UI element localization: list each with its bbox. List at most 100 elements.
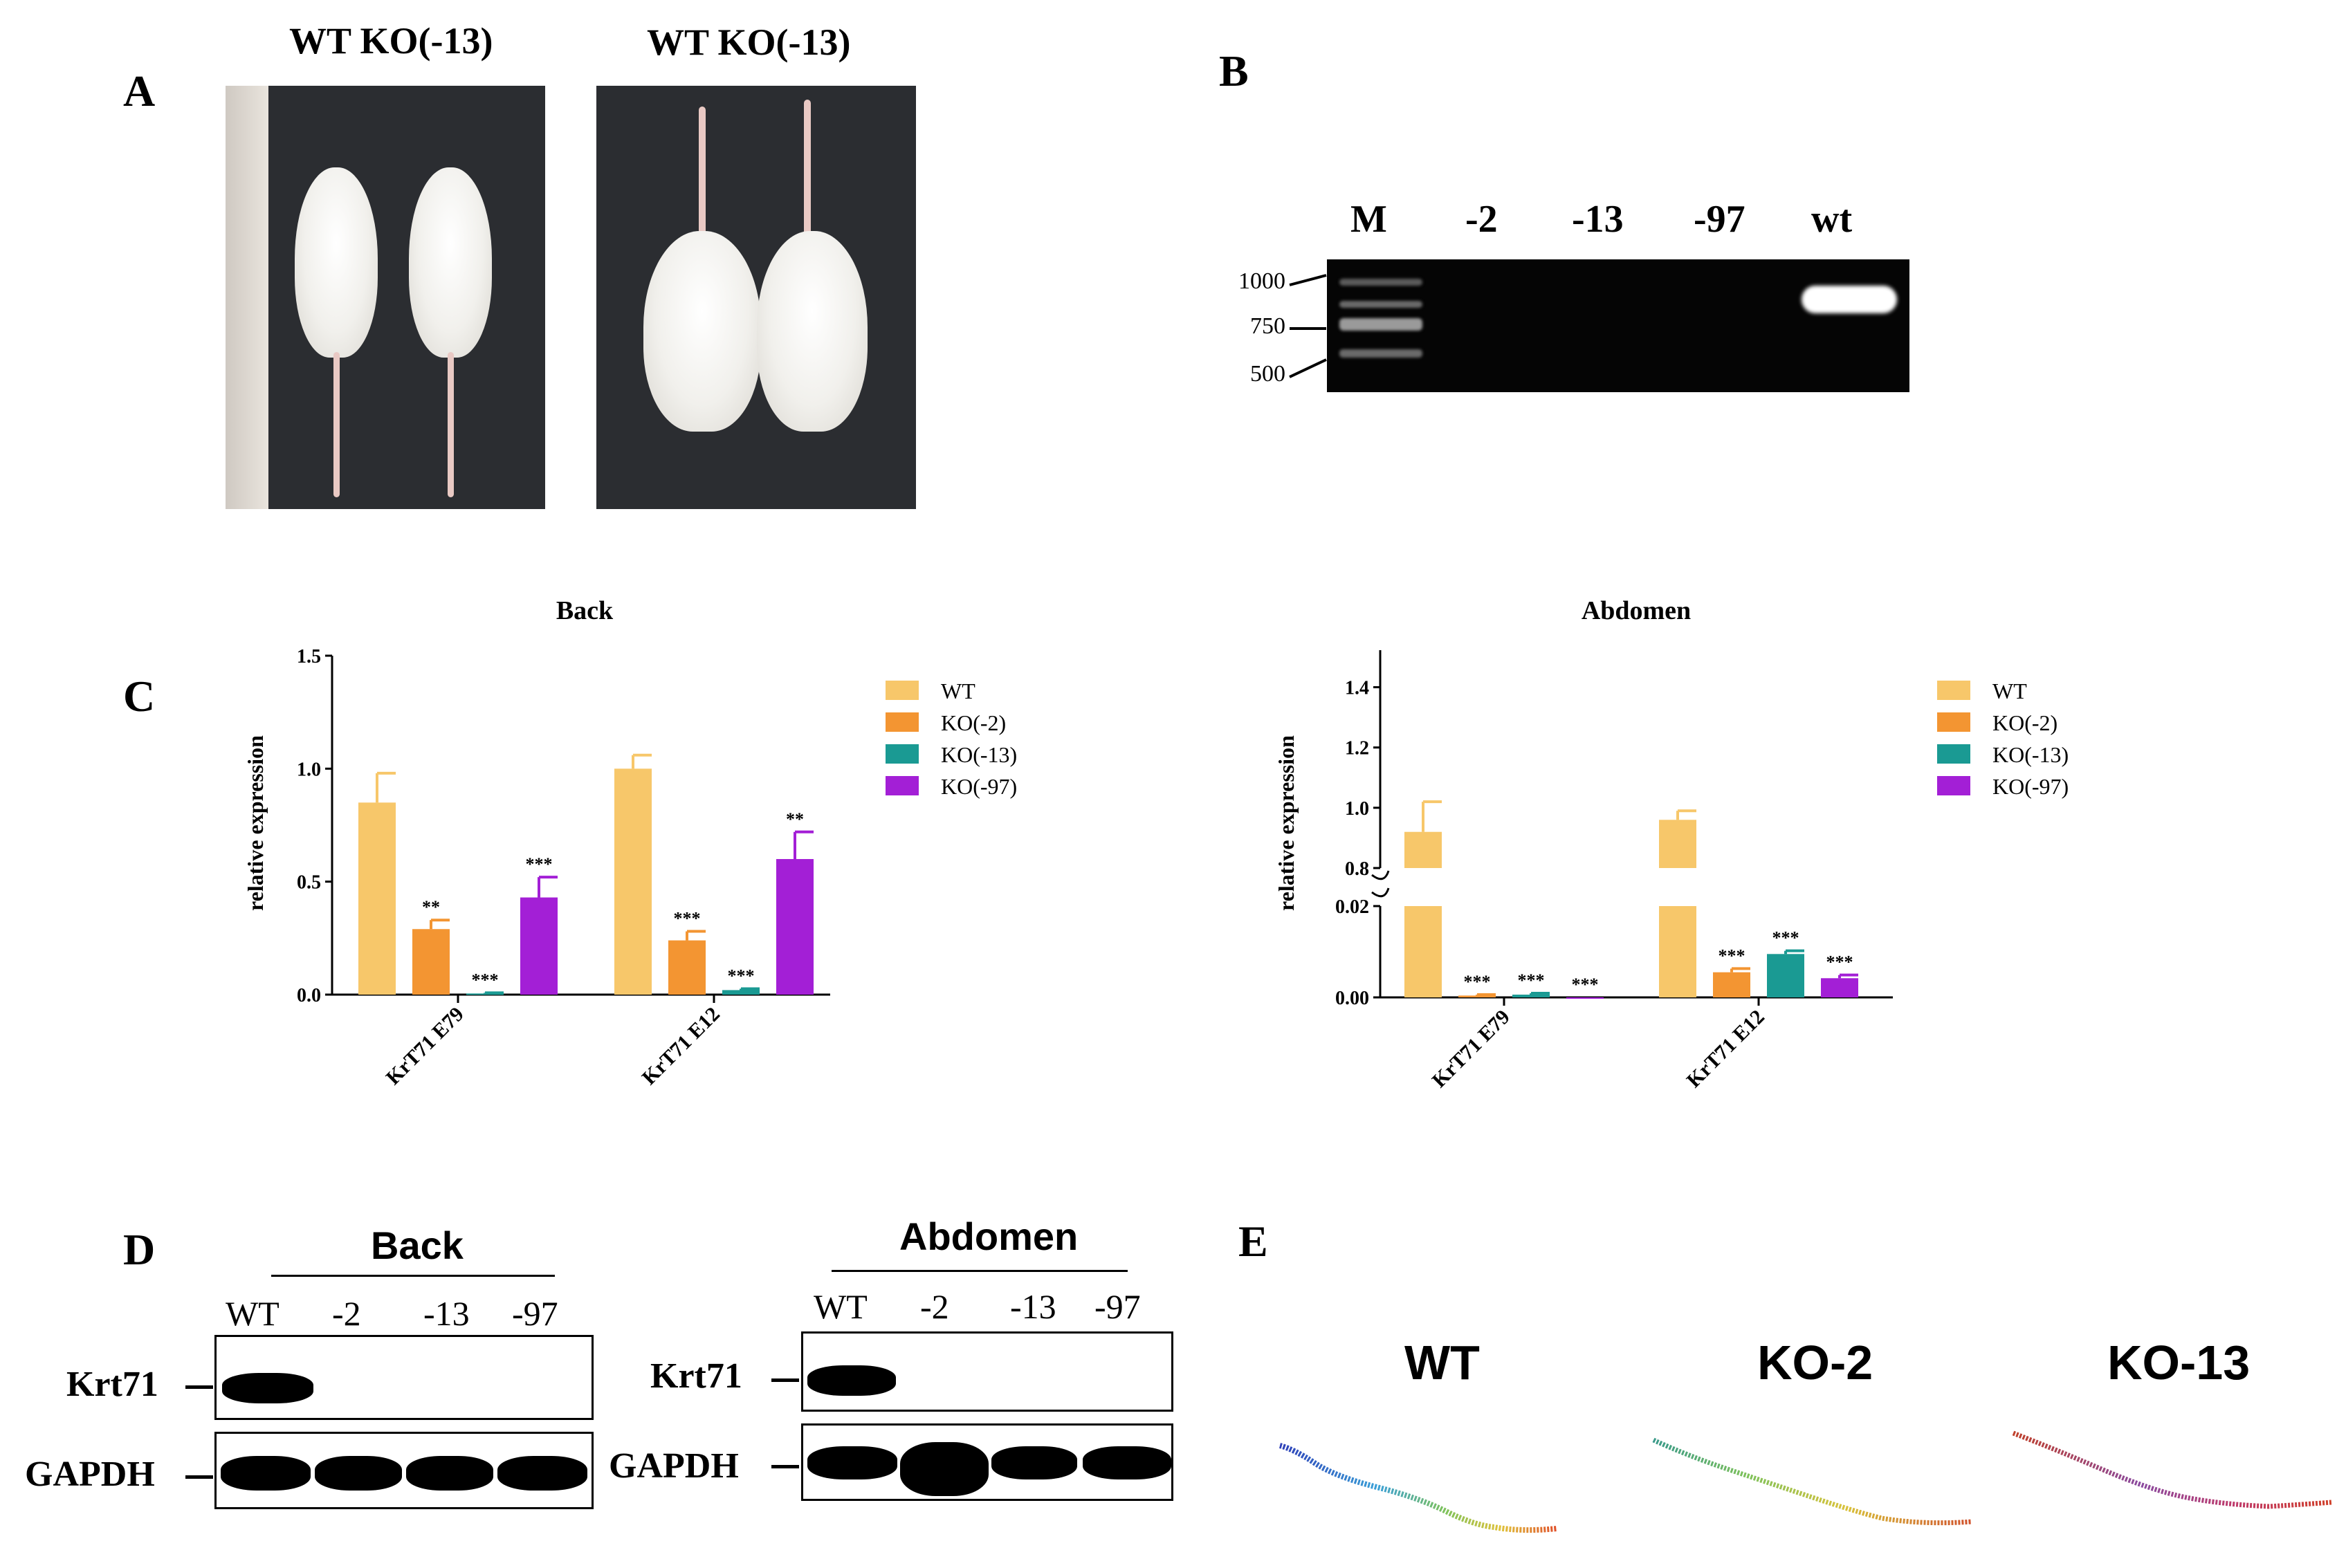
significance-label: *** [1572,975,1599,995]
axis-break-mark [1371,870,1390,898]
wt-pcr-band [1802,286,1897,313]
structure-title-ko13: KO-13 [2107,1336,2251,1390]
wb-back-gapdh-blot [214,1432,594,1509]
bar-KO(-97)-1 [1821,978,1858,997]
x-tick-label: KrT71 E12 [1683,1006,1769,1092]
bar-WT-0-upper [1404,831,1442,868]
photo-right-labels: WT KO(-13) [647,21,851,63]
legend-swatch-2 [886,744,919,764]
protein-structure-ko13 [2012,1430,2332,1509]
wb-back-title: Back [371,1224,464,1267]
legend-label-2: KO(-13) [941,742,1017,767]
y-tick-label: 0.00 [1335,988,1369,1009]
wb-band [900,1442,989,1496]
wb-band [1083,1446,1171,1479]
x-tick-label: KrT71 E79 [382,1003,468,1089]
wb-abdomen-underline [832,1270,1128,1272]
wb-abdomen-lane-2: -2 [920,1287,949,1326]
gel-lane-wt: wt [1811,198,1853,241]
wb-band [807,1365,896,1396]
wb-abdomen-krt71-dash [771,1378,799,1382]
legend-label-0: WT [941,679,975,703]
y-tick-label: 1.4 [1345,678,1369,699]
gel-lane-97: -97 [1694,198,1745,241]
gel-lane-m: M [1350,198,1387,241]
bar-WT-0-lower [1404,906,1442,997]
panel-letter-b: B [1219,46,1249,95]
legend-label-1: KO(-2) [941,710,1006,735]
panel-letter-a: A [123,66,156,116]
wb-abdomen-gapdh-blot [801,1423,1173,1501]
ladder-1000: 1000 [1238,268,1285,294]
wb-back-krt71-label: Krt71 [66,1365,158,1404]
legend-swatch-1 [886,712,919,732]
wb-abdomen-lane-97: -97 [1094,1287,1141,1326]
significance-label: ** [422,897,440,917]
legend-label-2: KO(-13) [1992,742,2069,767]
wb-back-lane-13: -13 [423,1294,470,1333]
chart-title: Abdomen [1582,596,1691,625]
mouse-ko-dorsal [757,231,868,432]
wb-back-gapdh-label: GAPDH [25,1455,155,1494]
y-tick-label: 1.5 [297,646,321,667]
significance-label: *** [1518,970,1545,990]
gel-lane-13: -13 [1572,198,1624,241]
ladder-500: 500 [1250,361,1285,387]
wb-back-underline [271,1275,555,1277]
wb-abdomen-krt71-label: Krt71 [650,1356,742,1396]
significance-label: *** [1772,928,1799,948]
mouse-wt-dorsal [643,231,761,432]
protein-structure-wt [1279,1443,1557,1533]
wb-band [221,1456,311,1491]
legend-label-0: WT [1992,679,2027,703]
wb-band [315,1456,402,1491]
wb-band [497,1456,587,1491]
y-tick-label: 0.0 [297,985,321,1006]
y-tick-label: 0.5 [297,872,321,894]
wb-abdomen-title: Abdomen [899,1215,1079,1258]
mouse-photo-dorsal [596,86,916,509]
bar-KO(-2)-1 [1713,972,1750,997]
legend-label-3: KO(-97) [941,774,1017,799]
y-axis-label: relative expression [243,735,268,911]
legend-swatch-2 [1937,744,1970,764]
chart-abdomen: Abdomen relative expression 0.00 0.02 0.8 1.0… [1274,596,2069,1092]
mouse-wt-tail-dorsal [699,107,706,245]
photo-left-labels: WT KO(-13) [289,20,493,62]
y-tick-label: 1.2 [1345,738,1369,759]
significance-label: *** [472,970,499,990]
bar-WT-1-upper [1659,820,1696,868]
legend-swatch-3 [1937,776,1970,795]
mouse-wt-tail [333,352,340,497]
bar-KO(-2)-1 [668,940,706,995]
wb-back-lane-97: -97 [512,1294,558,1333]
wb-abdomen-gapdh-dash [771,1465,799,1468]
bar-KO(-97)-0 [520,897,558,995]
panel-letter-e: E [1238,1217,1268,1266]
wb-back-krt71-blot [214,1335,594,1420]
ladder-750: 750 [1250,313,1285,339]
legend-label-3: KO(-97) [1992,774,2069,799]
protein-structure-ko2 [1652,1437,1972,1526]
legend-swatch-0 [1937,681,1970,700]
bar-WT-1 [614,768,652,995]
y-tick-label: 1.0 [1345,798,1369,820]
ladder-band-1 [1339,279,1422,286]
x-tick-label: KrT71 E79 [1428,1006,1514,1092]
wb-abdomen-lane-13: -13 [1010,1287,1056,1326]
wb-abdomen-krt71-blot [801,1331,1173,1412]
panel-letter-d: D [123,1225,156,1274]
wb-abdomen-gapdh-label: GAPDH [609,1446,739,1486]
mouse-ko-tail-dorsal [804,100,811,245]
ruler [226,86,268,509]
mouse-photo-ventral [226,86,545,509]
bar-WT-0 [358,802,396,995]
wb-back-krt71-dash [185,1385,213,1389]
y-tick-label: 0.8 [1345,858,1369,880]
wb-back-lane-2: -2 [332,1294,361,1333]
bar-KO(-13)-1 [722,990,760,995]
y-tick-label: 1.0 [297,759,321,780]
wb-back-lane-wt: WT [226,1294,279,1333]
wb-abdomen-lane-wt: WT [814,1287,868,1326]
